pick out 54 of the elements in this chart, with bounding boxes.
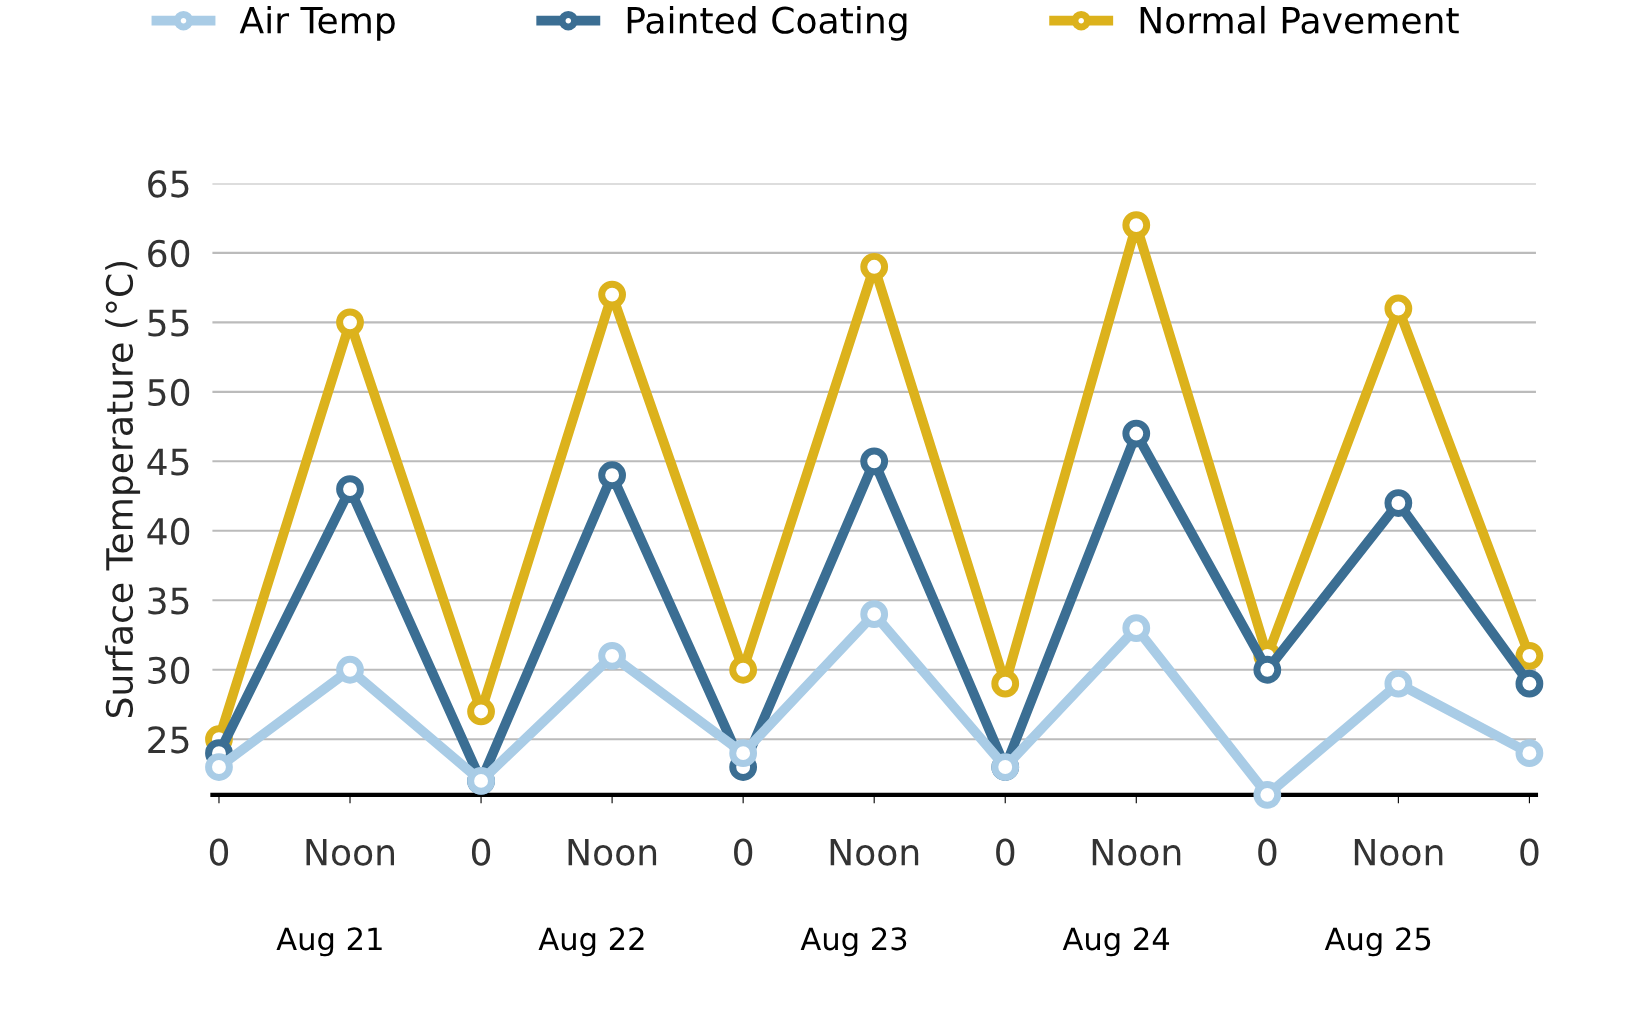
- point: [860, 447, 889, 476]
- y-tick-label: 55: [148, 309, 189, 337]
- point: [598, 641, 626, 670]
- x-tick-label: Noon: [1092, 838, 1181, 866]
- point: [1253, 780, 1282, 809]
- y-tick-label: 30: [148, 656, 190, 684]
- legend-label: Painted Coating: [627, 5, 907, 41]
- x-tick-label: Noon: [306, 838, 394, 866]
- y-tick-label: 40: [147, 517, 190, 546]
- point: [467, 697, 495, 726]
- text: Aug 21: [276, 927, 382, 957]
- x-tick-label: 0: [1258, 838, 1277, 866]
- y-tick-label: 35: [148, 587, 189, 615]
- point: [205, 753, 233, 781]
- point: [598, 461, 626, 490]
- text: Aug 22: [538, 927, 644, 957]
- point: [991, 669, 1020, 698]
- x-tick-label: 0: [1520, 838, 1539, 866]
- point: [1515, 641, 1544, 670]
- point: [1384, 294, 1413, 323]
- x-tick-label: 0: [209, 838, 229, 866]
- point: [1253, 655, 1282, 684]
- point: [336, 655, 364, 684]
- y-tick-label: 45: [147, 448, 189, 476]
- point: [1515, 669, 1544, 698]
- x-tick-label: Noon: [1354, 838, 1443, 866]
- x-tick-label: 0: [734, 838, 753, 866]
- point: [860, 600, 889, 629]
- y-tick-label: 25: [148, 726, 189, 754]
- point: [1384, 669, 1413, 698]
- y-axis-title: Surface Temperature (°C): [105, 261, 141, 718]
- point: [1122, 211, 1151, 239]
- text: Aug 25: [1324, 927, 1431, 957]
- legend-label: Air Temp: [239, 5, 395, 41]
- x-tick-label: Noon: [830, 838, 919, 866]
- legend-label: Normal Pavement: [1140, 5, 1459, 34]
- point: [729, 739, 758, 768]
- point: [1122, 419, 1151, 448]
- x-tick-label: 0: [996, 838, 1015, 866]
- text: Aug 23: [800, 927, 907, 957]
- x-tick-label: Noon: [568, 838, 657, 866]
- point: [729, 655, 758, 684]
- point: [336, 308, 364, 337]
- point: [1384, 489, 1413, 517]
- point: [1122, 614, 1151, 642]
- y-tick-label: 50: [148, 378, 190, 407]
- text: Aug 24: [1062, 927, 1170, 957]
- x-tick-label: 0: [471, 838, 491, 866]
- point: [598, 280, 626, 309]
- y-tick-label: 65: [148, 170, 189, 198]
- point: [336, 475, 364, 504]
- point: [860, 252, 889, 281]
- y-tick-label: 60: [148, 239, 190, 268]
- point: [1515, 739, 1544, 768]
